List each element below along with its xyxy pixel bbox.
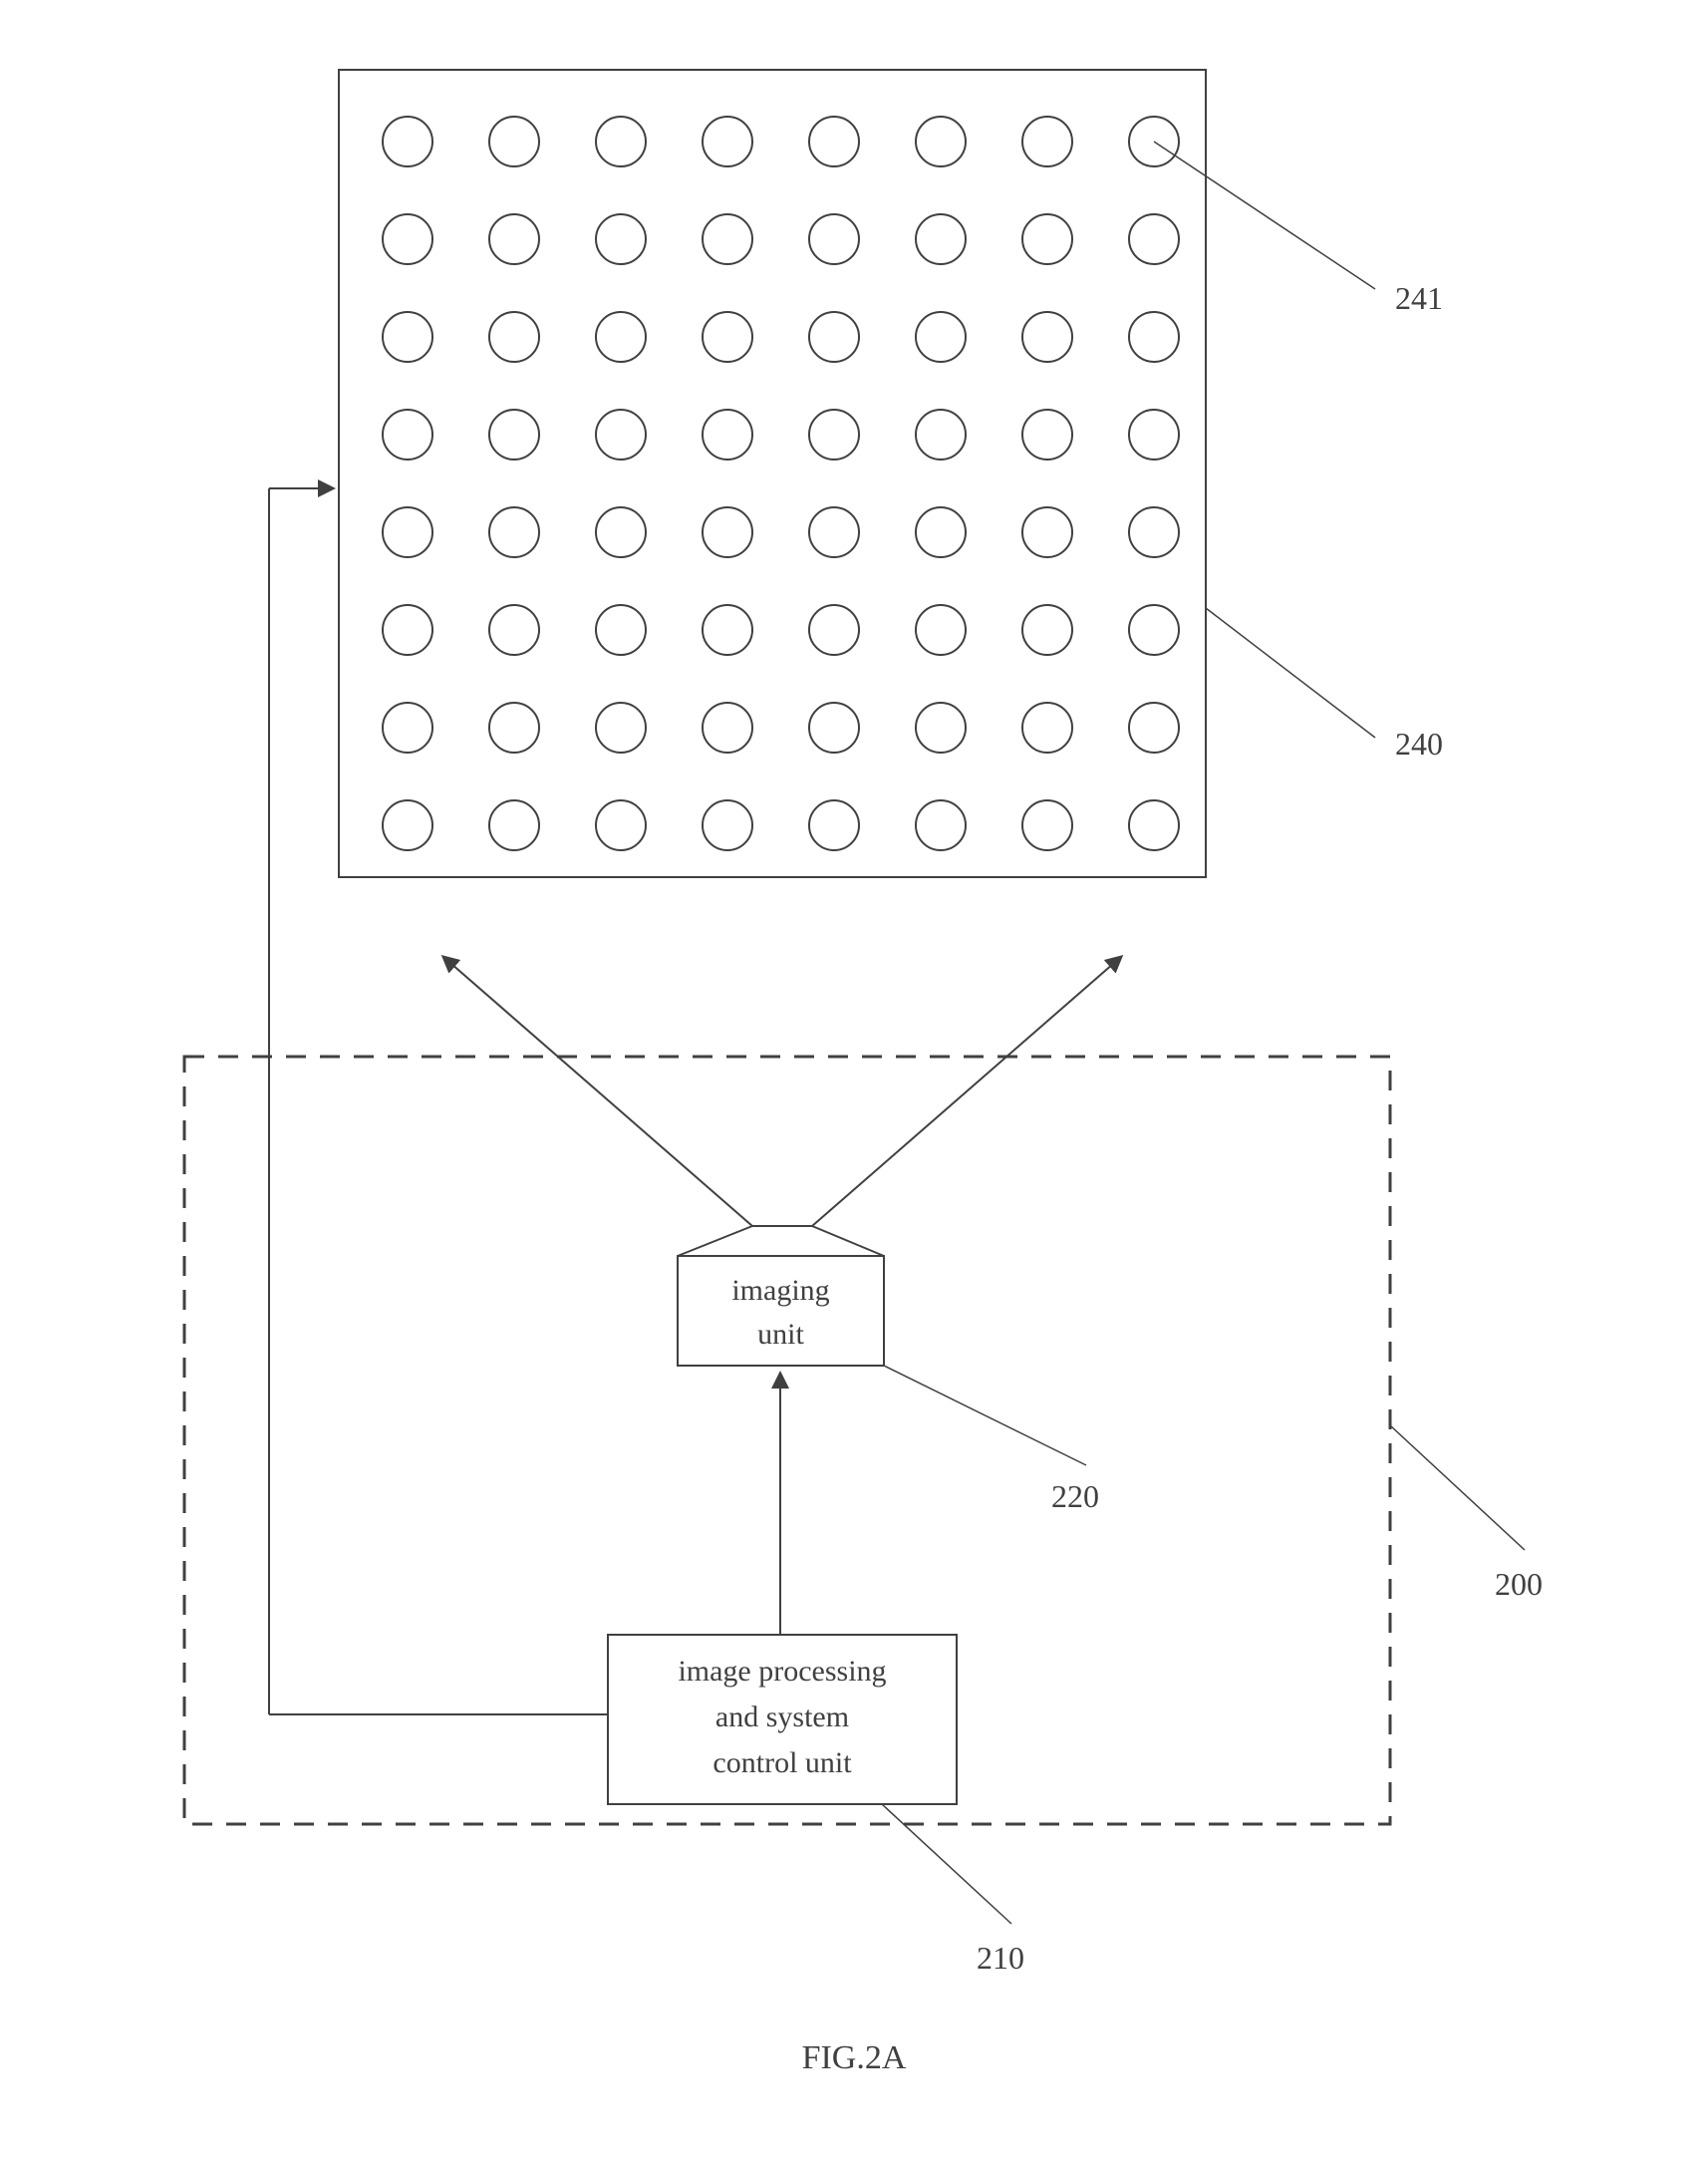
grid-circle xyxy=(809,507,859,557)
grid-circle xyxy=(489,800,539,850)
grid-circle xyxy=(1022,117,1072,166)
grid-circle xyxy=(596,507,646,557)
grid-circle xyxy=(809,214,859,264)
grid-circle xyxy=(1022,410,1072,460)
grid-circle xyxy=(703,703,752,753)
grid-circle xyxy=(1022,214,1072,264)
grid-circle xyxy=(1022,507,1072,557)
grid-circle xyxy=(703,605,752,655)
grid-circle xyxy=(1129,605,1179,655)
grid-circle xyxy=(489,703,539,753)
grid-circle xyxy=(1129,214,1179,264)
grid-circle xyxy=(916,117,966,166)
ref-220: 220 xyxy=(1051,1478,1099,1514)
grid-circle xyxy=(383,703,432,753)
grid-circle xyxy=(596,410,646,460)
grid-circle xyxy=(383,800,432,850)
grid-circle xyxy=(916,703,966,753)
grid-circle xyxy=(703,312,752,362)
grid-circle xyxy=(596,214,646,264)
grid-circle xyxy=(489,507,539,557)
grid-circle xyxy=(1129,410,1179,460)
grid-circle xyxy=(1129,312,1179,362)
grid-panel xyxy=(339,70,1206,877)
control-unit-label-1: image processing xyxy=(678,1655,886,1688)
fov-right-arrow xyxy=(812,957,1121,1226)
grid-circle xyxy=(809,410,859,460)
ref-241: 241 xyxy=(1395,280,1443,316)
grid-circle xyxy=(489,312,539,362)
leader-200 xyxy=(1390,1425,1525,1550)
fov-left-arrow xyxy=(443,957,752,1226)
grid-circle xyxy=(383,312,432,362)
grid-circle xyxy=(916,800,966,850)
grid-circle xyxy=(1022,800,1072,850)
grid-circle xyxy=(383,605,432,655)
grid-circle xyxy=(596,703,646,753)
leader-210 xyxy=(882,1804,1011,1924)
figure-caption: FIG.2A xyxy=(802,2039,907,2076)
grid-circle xyxy=(809,800,859,850)
leader-240 xyxy=(1206,608,1375,738)
grid-circle xyxy=(596,312,646,362)
grid-circle xyxy=(383,117,432,166)
leader-241 xyxy=(1154,142,1375,289)
grid-circle xyxy=(916,410,966,460)
grid-circle xyxy=(703,117,752,166)
grid-circle xyxy=(1129,703,1179,753)
grid-circle xyxy=(489,605,539,655)
grid-circle xyxy=(1022,312,1072,362)
ref-210: 210 xyxy=(977,1940,1024,1976)
grid-circle xyxy=(489,410,539,460)
grid-circle xyxy=(489,214,539,264)
grid-circle xyxy=(383,214,432,264)
grid-circle xyxy=(916,312,966,362)
imaging-unit-label-1: imaging xyxy=(731,1274,829,1307)
imaging-unit-label-2: unit xyxy=(757,1318,804,1351)
grid-circle xyxy=(703,507,752,557)
grid-circle xyxy=(809,605,859,655)
control-unit-label-2: and system xyxy=(715,1701,849,1733)
grid-circle xyxy=(809,312,859,362)
grid-circles xyxy=(383,117,1179,850)
grid-circle xyxy=(916,507,966,557)
grid-circle xyxy=(383,410,432,460)
grid-circle xyxy=(809,703,859,753)
ref-240: 240 xyxy=(1395,726,1443,762)
grid-circle xyxy=(489,117,539,166)
grid-circle xyxy=(916,214,966,264)
grid-circle xyxy=(916,605,966,655)
grid-circle xyxy=(383,507,432,557)
grid-circle xyxy=(596,800,646,850)
grid-circle xyxy=(809,117,859,166)
leader-220 xyxy=(884,1366,1086,1465)
grid-circle xyxy=(703,410,752,460)
grid-circle xyxy=(703,800,752,850)
grid-circle xyxy=(703,214,752,264)
lens-left xyxy=(678,1226,752,1256)
grid-circle xyxy=(1129,800,1179,850)
grid-circle xyxy=(1022,605,1072,655)
control-unit-label-3: control unit xyxy=(712,1746,852,1779)
lens-right xyxy=(812,1226,884,1256)
grid-circle xyxy=(596,117,646,166)
grid-circle xyxy=(596,605,646,655)
grid-circle xyxy=(1129,507,1179,557)
grid-circle xyxy=(1022,703,1072,753)
ref-200: 200 xyxy=(1495,1566,1543,1602)
